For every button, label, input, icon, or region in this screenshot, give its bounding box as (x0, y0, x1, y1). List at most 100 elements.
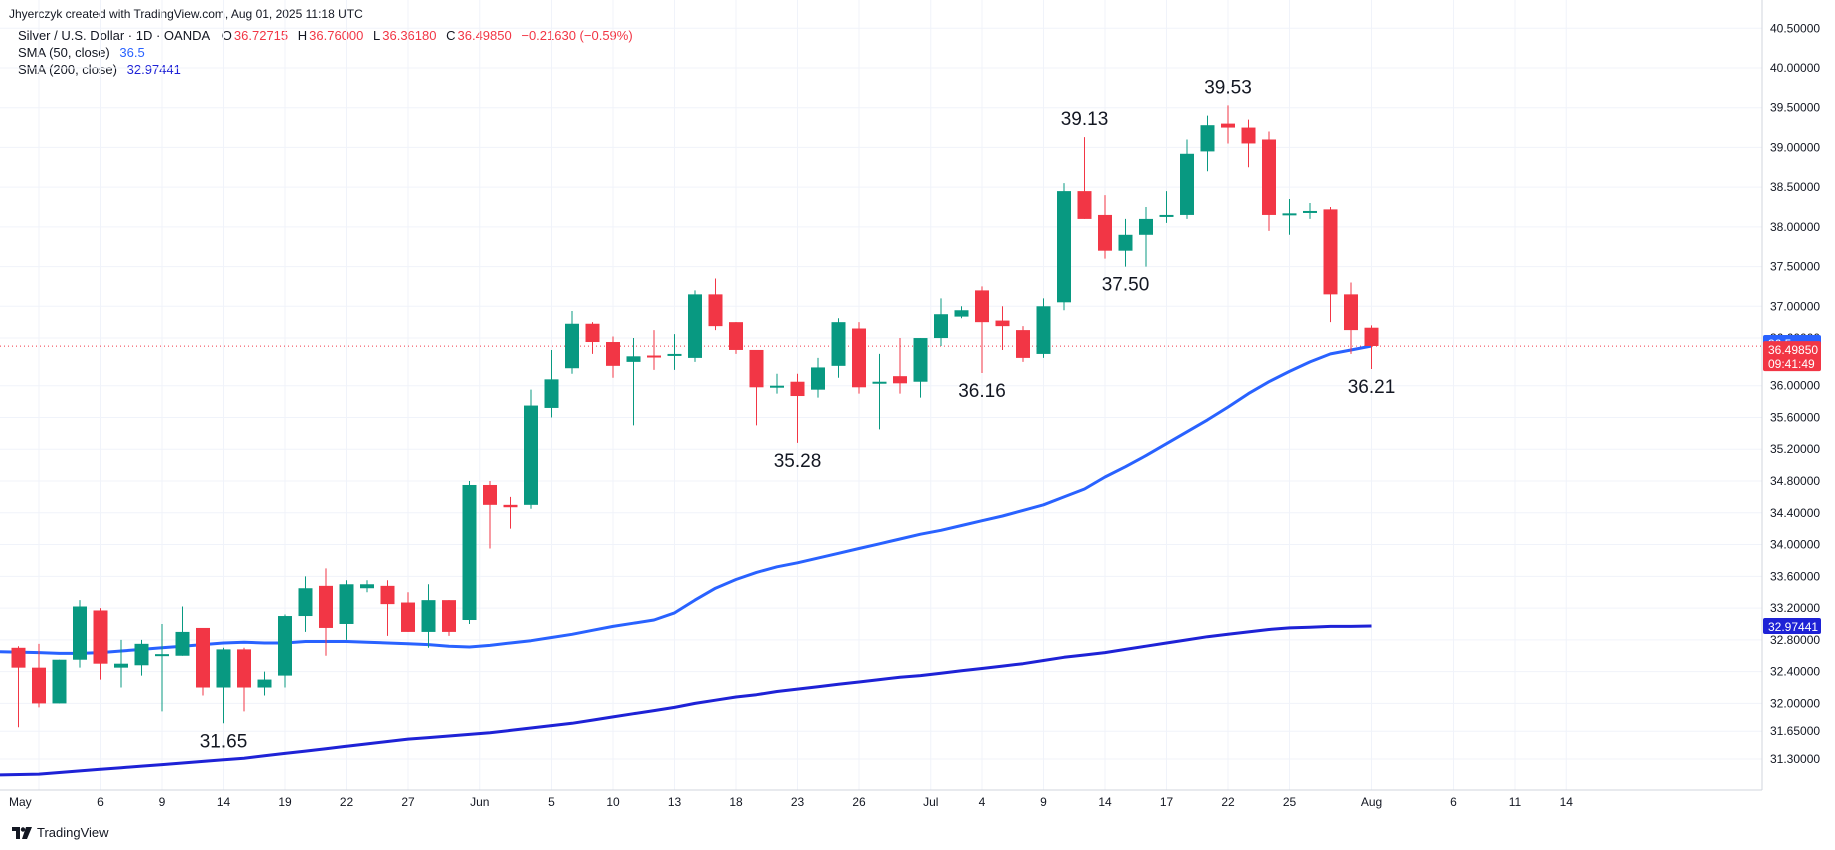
candle-body (1016, 330, 1030, 358)
x-tick-label: 10 (606, 795, 620, 809)
x-tick-label: 13 (668, 795, 682, 809)
candle (1200, 115, 1215, 172)
sma200-axis-tag: 32.97441 (1763, 618, 1821, 635)
sma200-line (0, 624, 1372, 777)
x-tick-label: 11 (1509, 795, 1522, 809)
y-tick-label: 35.20000 (1770, 442, 1820, 456)
candle-body (852, 328, 866, 388)
candle (913, 338, 928, 398)
x-tick-label: 4 (979, 795, 986, 809)
candle-body (483, 484, 497, 505)
tradingview-logo-icon (12, 826, 32, 839)
candle (667, 334, 682, 370)
candle (565, 311, 579, 374)
candle (73, 600, 87, 668)
candle-body (401, 602, 415, 632)
candle (975, 286, 989, 373)
candle-body (544, 379, 559, 408)
price-annotation: 36.21 (1348, 377, 1396, 398)
candle-body (503, 504, 518, 508)
candle (749, 349, 764, 426)
candle-body (278, 616, 292, 676)
sma200-legend[interactable]: SMA (200, close) 32.97441 (18, 62, 183, 77)
price-annotation: 36.16 (958, 381, 1006, 402)
candle-body (934, 314, 948, 339)
candle (1159, 191, 1174, 223)
y-tick-label: 32.00000 (1770, 696, 1820, 710)
candle-body (811, 367, 825, 390)
sma50-line (0, 344, 1372, 655)
x-tick-label: 22 (1221, 795, 1235, 809)
candle-body (319, 585, 333, 628)
candle-body (995, 320, 1010, 327)
candle-body (565, 323, 579, 369)
candle (606, 336, 620, 378)
grid-layer (0, 0, 1762, 790)
candle (1344, 282, 1358, 354)
candle (257, 671, 272, 696)
y-tick-label: 34.00000 (1770, 538, 1820, 552)
candle-body (1077, 191, 1092, 219)
candle-body (872, 381, 887, 384)
ohlc-close-label: C (446, 28, 456, 43)
candle-body (688, 294, 702, 358)
candle-body (237, 649, 251, 688)
candle (1098, 195, 1112, 259)
x-tick-label: 9 (1040, 795, 1047, 809)
y-tick-label: 34.40000 (1770, 506, 1820, 520)
sma200-axis-tag-text: 32.97441 (1768, 620, 1818, 634)
x-tick-label: 5 (548, 795, 555, 809)
sma200-value: 32.97441 (126, 62, 181, 77)
x-tick-label: 18 (729, 795, 743, 809)
x-tick-label: 17 (1160, 795, 1174, 809)
candle-body (770, 385, 784, 388)
y-tick-label: 37.50000 (1770, 260, 1820, 274)
candle (688, 290, 702, 362)
candle-body (380, 585, 395, 605)
ohlc-high-value: 36.76000 (309, 28, 364, 43)
candle (114, 639, 128, 688)
candle-body (1364, 327, 1379, 346)
candle (52, 659, 67, 704)
candle (380, 580, 395, 636)
candle (1282, 199, 1297, 235)
candle (544, 349, 559, 418)
candle-body (1221, 123, 1235, 128)
candle-body (975, 290, 989, 323)
y-tick-label: 33.60000 (1770, 569, 1820, 583)
tradingview-logo[interactable]: TradingView (12, 825, 109, 840)
candle-body (1180, 153, 1194, 215)
candle-body (1036, 306, 1051, 354)
candle (319, 568, 333, 656)
candle (1057, 183, 1071, 311)
candle-body (667, 353, 682, 356)
sma50-legend[interactable]: SMA (50, close) 36.5 (18, 45, 147, 60)
candle (1118, 218, 1133, 267)
y-tick-label: 35.60000 (1770, 410, 1820, 424)
ohlc-low-label: L (373, 28, 381, 43)
x-tick-label: Aug (1361, 795, 1382, 809)
candle-body (893, 376, 907, 384)
price-annotation: 35.28 (774, 451, 822, 472)
x-tick-label: 22 (340, 795, 354, 809)
candle-body (339, 584, 354, 624)
candle-body (196, 627, 210, 688)
y-tick-label: 40.50000 (1770, 21, 1820, 35)
candle-body (749, 349, 764, 388)
x-tick-label: 19 (278, 795, 292, 809)
candle-body (32, 667, 46, 704)
y-tick-label: 34.80000 (1770, 474, 1820, 488)
candle-body (73, 606, 87, 660)
y-tick-label: 38.00000 (1770, 220, 1820, 234)
candle (483, 481, 497, 549)
candle-body (729, 322, 743, 350)
candle (93, 608, 108, 680)
candle (729, 322, 743, 354)
candle (893, 338, 907, 394)
candle-body (1241, 127, 1256, 144)
candle-body (1282, 213, 1297, 216)
x-tick-label: 14 (1560, 795, 1574, 809)
x-tick-label: 14 (217, 795, 231, 809)
